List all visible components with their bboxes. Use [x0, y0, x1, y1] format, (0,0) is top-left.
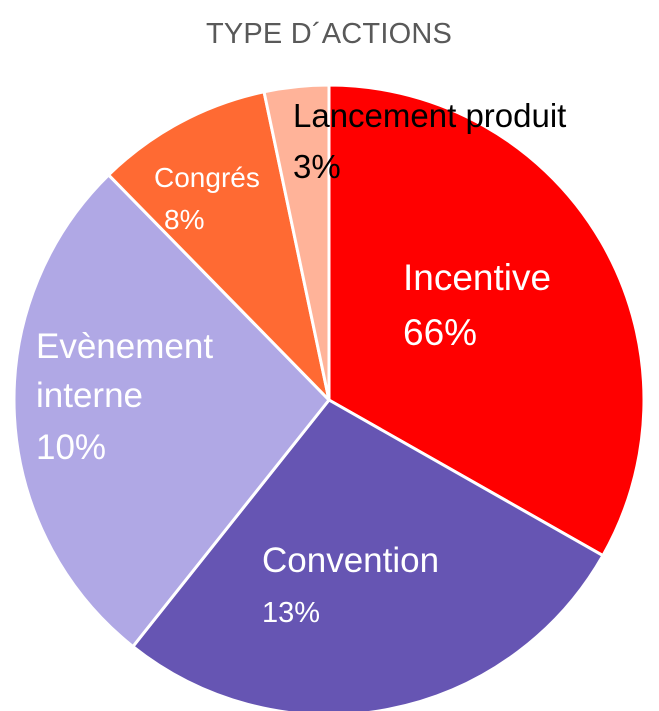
slice-value-label-congres: 8%: [164, 204, 204, 235]
slice-name-0-label-evenement-interne: Evènement: [36, 327, 213, 366]
slice-value-label-incentive: 66%: [403, 312, 477, 353]
pie-slice-congres: [107, 90, 331, 402]
slice-value-label-evenement-interne: 10%: [36, 428, 106, 467]
pie-slice-evenement-interne: [12, 173, 331, 649]
pie-slice-convention: [131, 398, 605, 711]
pie-slices: [12, 83, 646, 711]
chart-title: TYPE D´ACTIONS: [206, 18, 452, 50]
pie-slice-lancement-produit: [262, 83, 331, 402]
slice-name-label-incentive: Incentive: [403, 257, 551, 298]
pie-labels: Incentive 66% Convention 13% Evènement intern…: [36, 97, 566, 629]
slice-name-label-convention: Convention: [262, 541, 439, 580]
slice-name-1-label-evenement-interne: interne: [36, 376, 143, 415]
pie-slice-incentive: [327, 83, 646, 558]
slice-name-label-congres: Congrés: [154, 162, 260, 193]
slice-value-label-lancement-produit: 3%: [293, 148, 341, 185]
slice-name-label-lancement-produit: Lancement produit: [293, 97, 566, 134]
slice-value-label-convention: 13%: [262, 597, 320, 629]
